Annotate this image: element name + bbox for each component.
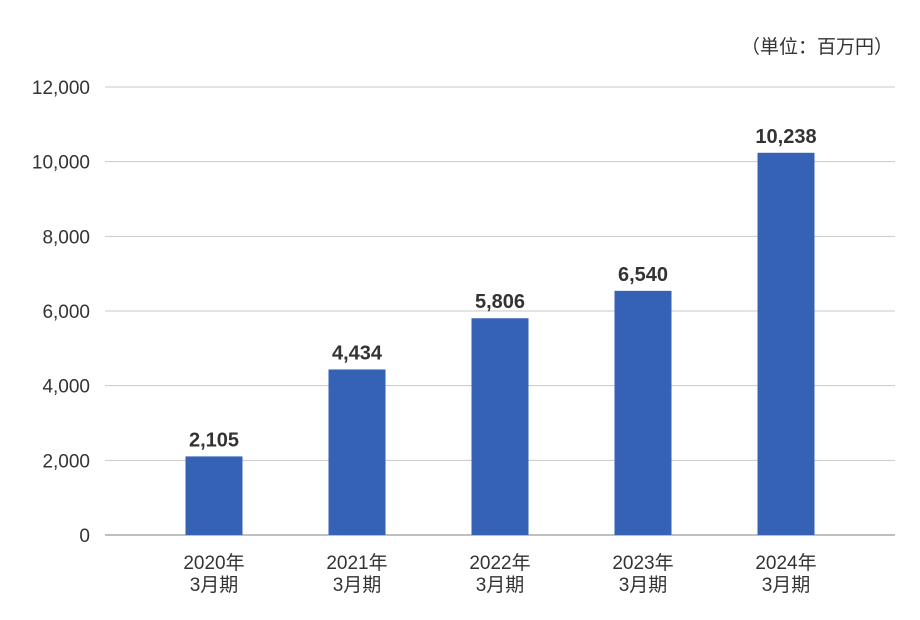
y-tick-label: 10,000 (32, 153, 90, 174)
unit-label: （単位：百万円） (741, 36, 893, 58)
x-tick-label: 2021年 (326, 552, 387, 574)
x-tick-label: 2024年 (755, 552, 816, 574)
y-tick-label: 0 (79, 526, 90, 547)
bar (471, 318, 529, 535)
x-tick-label: 2020年 (183, 552, 244, 574)
x-tick-label: 3月期 (333, 574, 382, 596)
data-label: 4,434 (332, 342, 383, 364)
x-tick-label: 3月期 (476, 574, 525, 596)
data-label: 10,238 (755, 126, 816, 148)
y-tick-label: 8,000 (42, 227, 90, 248)
y-tick-label: 6,000 (42, 302, 90, 323)
x-tick-label: 3月期 (190, 574, 239, 596)
data-label: 2,105 (189, 429, 239, 451)
x-tick-label: 2023年 (612, 552, 673, 574)
x-tick-label: 2022年 (469, 552, 530, 574)
x-tick-label: 3月期 (619, 574, 668, 596)
y-tick-label: 12,000 (32, 78, 90, 99)
data-label: 5,806 (475, 291, 525, 313)
data-label: 6,540 (618, 264, 668, 286)
bar (185, 456, 243, 535)
y-tick-label: 4,000 (42, 377, 90, 398)
y-tick-label: 2,000 (42, 451, 90, 472)
bar (614, 290, 672, 535)
bar (757, 152, 815, 536)
bar (328, 369, 386, 535)
x-tick-label: 3月期 (762, 574, 811, 596)
